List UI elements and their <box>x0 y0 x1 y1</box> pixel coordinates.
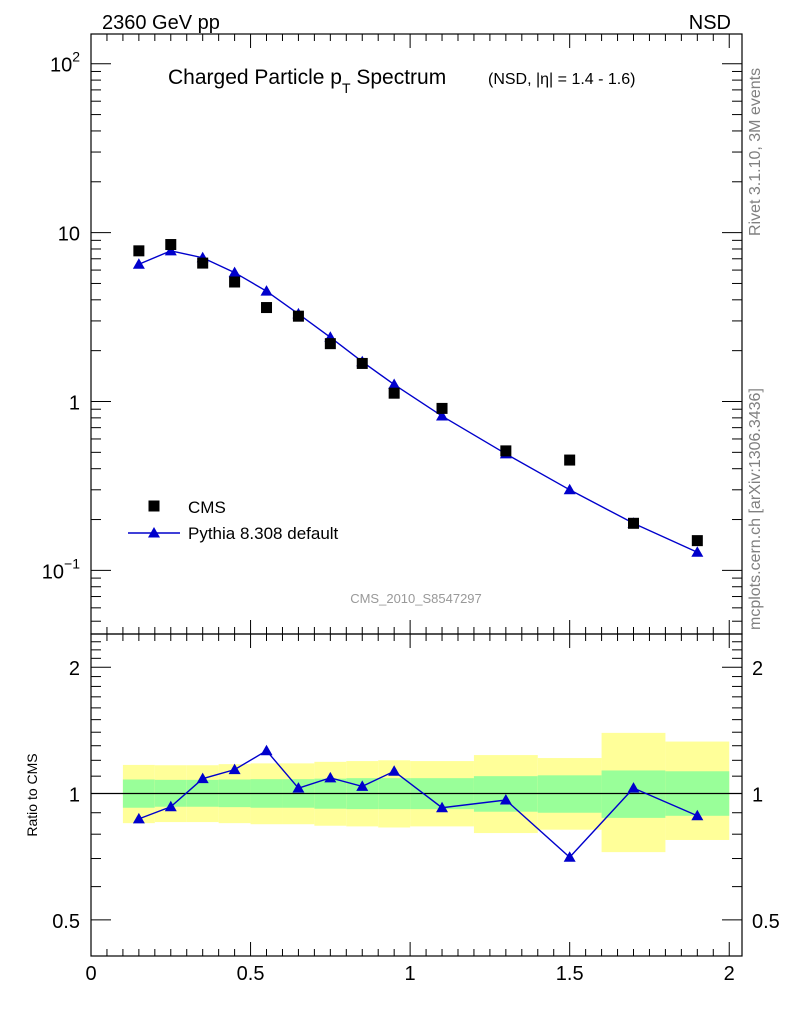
ratio-marker <box>499 794 512 805</box>
header-process-label: NSD <box>689 12 731 34</box>
cms-marker <box>436 402 448 414</box>
ratio-series-layer <box>132 744 704 862</box>
ratio-y-tick-label: 1 <box>69 785 80 807</box>
ratio-plot-frame <box>90 633 743 957</box>
cms-marker <box>324 338 336 350</box>
cms-marker <box>133 245 145 257</box>
pythia-marker <box>436 410 449 421</box>
cms-marker <box>564 454 576 466</box>
cms-marker <box>691 535 703 547</box>
pythia-marker <box>260 285 273 296</box>
main-y-tick-label: 10−1 <box>42 555 80 583</box>
ratio-marker <box>228 763 241 775</box>
cms-marker <box>356 357 368 369</box>
analysis-watermark: CMS_2010_S8547297 <box>350 591 482 606</box>
x-tick-label: 1 <box>405 963 416 985</box>
side-label-rivet: Rivet 3.1.10, 3M events <box>747 68 764 236</box>
cms-marker <box>165 239 177 251</box>
main-y-tick-label: 1 <box>69 392 80 414</box>
x-tick-label: 2 <box>724 963 735 985</box>
cms-marker <box>261 302 273 314</box>
ratio-y-tick-label-right: 1 <box>752 785 763 807</box>
ratio-marker <box>627 782 640 793</box>
ratio-ylabel: Ratio to CMS <box>24 753 40 836</box>
ratio-marker <box>164 800 177 812</box>
title-main-text: Charged Particle p <box>168 66 342 89</box>
title-subscript: T <box>342 80 351 96</box>
x-tick-label: 0 <box>85 963 96 985</box>
legend-cms-label: CMS <box>188 498 226 517</box>
cms-marker <box>197 257 209 269</box>
ratio-marker <box>356 780 369 791</box>
side-label-mcplots: mcplots.cern.ch [arXiv:1306.3436] <box>747 388 764 630</box>
pythia-marker <box>388 378 401 390</box>
cms-marker <box>628 517 639 529</box>
cms-marker <box>292 310 304 322</box>
legend-cms-marker <box>148 500 160 512</box>
ratio-marker <box>324 771 337 783</box>
x-tick-label: 1.5 <box>556 963 584 985</box>
pythia-marker <box>563 483 576 495</box>
ratio-y-tick-label: 0.5 <box>52 911 80 933</box>
main-subtitle: (NSD, |η| = 1.4 - 1.6) <box>488 71 635 88</box>
ratio-marker <box>436 801 449 813</box>
ratio-marker <box>388 765 401 776</box>
x-tick-label: 0.5 <box>237 963 265 985</box>
cms-marker <box>500 445 512 457</box>
pythia-marker <box>691 546 704 557</box>
ratio-marker <box>563 851 576 862</box>
ratio-marker <box>132 812 145 824</box>
legend-pythia-label: Pythia 8.308 default <box>188 524 339 543</box>
title-rest-text: Spectrum <box>351 66 447 89</box>
ratio-y-tick-label-right: 2 <box>752 658 763 680</box>
main-series-layer <box>132 239 704 557</box>
ratio-marker <box>292 782 305 793</box>
main-y-tick-label: 102 <box>50 49 80 77</box>
ratio-line <box>138 749 698 859</box>
pythia-marker <box>228 266 241 278</box>
main-title: Charged Particle pT Spectrum <box>168 66 446 96</box>
cms-marker <box>229 276 241 288</box>
pythia-marker <box>132 258 145 269</box>
header-energy-label: 2360 GeV pp <box>102 12 220 34</box>
ratio-y-tick-label-right: 0.5 <box>752 911 780 933</box>
main-y-tick-label: 10 <box>58 224 80 246</box>
legend-pythia-marker <box>148 527 160 538</box>
ratio-y-tick-label: 2 <box>69 658 80 680</box>
main-axis-ticks: 102 10 1 10−1 <box>42 34 742 634</box>
ratio-marker <box>196 772 209 784</box>
ratio-marker <box>260 744 273 756</box>
legend: CMS Pythia 8.308 default <box>128 498 339 543</box>
ratio-marker <box>691 809 704 821</box>
pythia-marker <box>164 244 177 256</box>
ratio-band-inner <box>601 770 666 818</box>
cms-marker <box>388 387 400 399</box>
